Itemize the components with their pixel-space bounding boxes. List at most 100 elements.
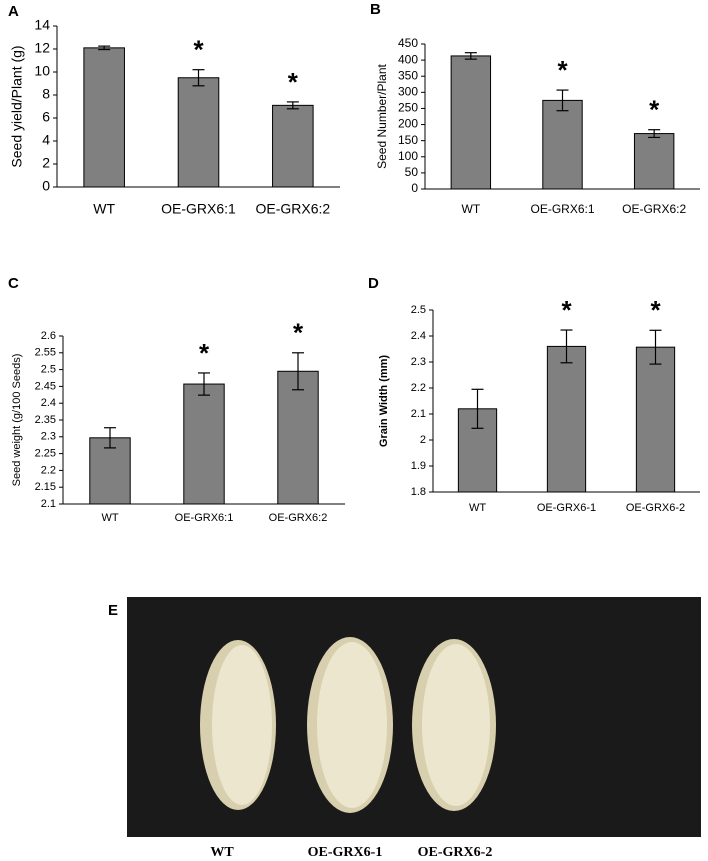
- x-tick-label: OE-GRX6:1: [530, 202, 594, 216]
- bar: [633, 133, 675, 190]
- y-tick-label: 2.3: [411, 356, 426, 368]
- error-bar: [104, 427, 116, 449]
- y-tick-label: 2.5: [411, 304, 426, 316]
- panel-label: B: [370, 1, 381, 18]
- bar: [542, 99, 583, 190]
- y-tick-label: 10: [34, 63, 50, 79]
- bar: [83, 47, 125, 188]
- y-tick-label: 2: [42, 155, 50, 171]
- y-tick-label: 1.9: [411, 460, 426, 472]
- y-tick-label: 2.2: [411, 382, 426, 394]
- y-tick-label: 12: [34, 40, 50, 56]
- grain: [212, 645, 272, 805]
- photo: E WT OE-GRX6-1 OE-GRX6-2: [108, 597, 701, 860]
- y-tick-label: 450: [398, 36, 418, 50]
- y-axis-label: Seed yield/Plant (g): [9, 45, 25, 167]
- panel-label: A: [8, 3, 19, 20]
- y-tick-label: 2.45: [35, 380, 56, 392]
- significance-marker: *: [557, 55, 568, 85]
- error-bar: [98, 45, 111, 51]
- error-bar: [648, 129, 661, 139]
- y-tick-label: 4: [42, 132, 50, 148]
- error-bar: [292, 352, 304, 391]
- significance-marker: *: [288, 67, 299, 97]
- y-tick-label: 2.1: [411, 408, 426, 420]
- x-tick-label: OE-GRX6:1: [175, 512, 234, 524]
- error-bar: [556, 89, 569, 112]
- y-tick-label: 1.8: [411, 486, 426, 498]
- y-tick-label: 6: [42, 109, 50, 125]
- x-tick-label: OE-GRX6:1: [161, 201, 236, 217]
- x-tick-label: WT: [93, 201, 115, 217]
- x-tick-label: WT: [469, 502, 486, 514]
- x-tick-label: OE-GRX6:2: [622, 202, 686, 216]
- y-axis-label: Seed Number/Plant: [375, 63, 389, 168]
- significance-marker: *: [293, 318, 304, 348]
- chart: C Seed weight (g/100 Seeds) 2.1 2.15 2.2 2.25…: [8, 275, 345, 524]
- y-tick-label: 0: [411, 181, 418, 195]
- x-tick-label: OE-GRX6-2: [626, 502, 685, 514]
- y-tick-label: 2.6: [41, 330, 56, 342]
- grain: [422, 644, 490, 806]
- error-bar: [471, 388, 484, 429]
- y-axis-label: Seed weight (g/100 Seeds): [11, 354, 23, 487]
- error-bar: [198, 372, 210, 396]
- y-tick-label: 2: [420, 434, 426, 446]
- y-tick-label: 2.2: [41, 464, 56, 476]
- chart: A Seed yield/Plant (g) 0 2 4 6 8 10 12 14 WT OE-GRX…: [8, 3, 340, 217]
- chart: B Seed Number/Plant 0 50 100 150 200 250 300 350 4…: [370, 1, 700, 216]
- y-tick-label: 2.4: [41, 397, 56, 409]
- x-tick-label: WT: [462, 202, 481, 216]
- y-tick-label: 250: [398, 101, 418, 115]
- y-tick-label: 100: [398, 149, 418, 163]
- y-tick-label: 200: [398, 117, 418, 131]
- significance-marker: *: [561, 295, 572, 325]
- bar: [272, 104, 314, 188]
- chart: D Grain Width (mm) 1.8 1.9 2 2.1 2.2 2.3 2.4 2.5 W…: [368, 275, 700, 514]
- significance-marker: *: [650, 295, 661, 325]
- y-tick-label: 8: [42, 86, 50, 102]
- x-tick-label: OE-GRX6-1: [537, 502, 596, 514]
- error-bar: [560, 329, 573, 364]
- error-bar: [192, 69, 205, 87]
- caption: WT: [210, 845, 234, 860]
- y-tick-label: 150: [398, 133, 418, 147]
- bar: [450, 55, 492, 190]
- y-tick-label: 2.55: [35, 347, 56, 359]
- error-bar: [286, 101, 299, 110]
- bar: [183, 383, 225, 505]
- significance-marker: *: [649, 95, 660, 125]
- significance-marker: *: [199, 338, 210, 368]
- grain: [317, 642, 387, 808]
- x-tick-label: OE-GRX6:2: [269, 512, 328, 524]
- bar: [635, 346, 676, 493]
- y-tick-label: 300: [398, 85, 418, 99]
- y-tick-label: 400: [398, 52, 418, 66]
- y-tick-label: 2.5: [41, 364, 56, 376]
- y-tick-label: 2.1: [41, 498, 56, 510]
- panel-label: D: [368, 275, 379, 292]
- y-tick-label: 350: [398, 68, 418, 82]
- caption: OE-GRX6-2: [418, 845, 493, 860]
- panel-label: C: [8, 275, 19, 292]
- panel-label: E: [108, 602, 118, 619]
- y-tick-label: 50: [405, 165, 419, 179]
- y-tick-label: 14: [34, 17, 50, 33]
- bar: [277, 370, 319, 505]
- significance-marker: *: [193, 35, 204, 65]
- x-tick-label: WT: [101, 512, 118, 524]
- bar: [177, 77, 220, 188]
- caption: OE-GRX6-1: [308, 845, 383, 860]
- y-tick-label: 2.3: [41, 431, 56, 443]
- x-tick-label: OE-GRX6:2: [255, 201, 330, 217]
- y-tick-label: 2.25: [35, 448, 56, 460]
- y-axis-label: Grain Width (mm): [378, 355, 390, 448]
- y-tick-label: 2.15: [35, 481, 56, 493]
- error-bar: [649, 329, 662, 365]
- bar: [546, 345, 587, 493]
- y-tick-label: 0: [42, 178, 50, 194]
- y-tick-label: 2.35: [35, 414, 56, 426]
- y-tick-label: 2.4: [411, 330, 426, 342]
- error-bar: [464, 52, 477, 60]
